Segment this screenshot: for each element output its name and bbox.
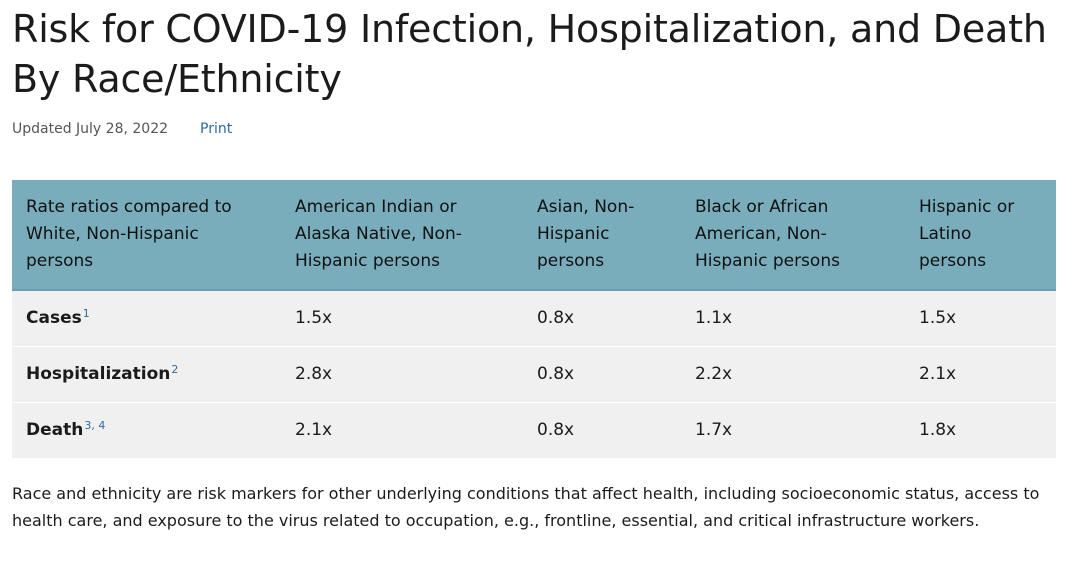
header-rate-ratios: Rate ratios compared to White, Non-Hispa… <box>12 180 281 290</box>
footnote-ref-link[interactable]: 1 <box>82 307 90 321</box>
row-label-text: Death <box>26 420 84 440</box>
table-cell: 0.8x <box>537 308 575 329</box>
header-asian: Asian, Non-Hispanic persons <box>523 180 681 290</box>
table-cell: 2.2x <box>695 364 733 384</box>
table-cell: 0.8x <box>537 420 575 440</box>
header-black: Black or African American, Non-Hispanic … <box>681 180 905 290</box>
page-title: Risk for COVID-19 Infection, Hospitaliza… <box>12 7 1047 101</box>
table-cell: 2.1x <box>919 364 957 384</box>
table-cell: 1.8x <box>919 420 957 440</box>
table-cell: 1.1x <box>695 308 733 329</box>
footnote-ref-link[interactable]: 3, 4 <box>84 419 106 432</box>
table-row: Hospitalization2 2.8x 0.8x 2.2x 2.1x <box>12 346 1056 402</box>
updated-date: Updated July 28, 2022 <box>12 121 169 137</box>
table-header-row: Rate ratios compared to White, Non-Hispa… <box>12 180 1056 290</box>
footnote-ref-link[interactable]: 2 <box>171 363 179 376</box>
print-link[interactable]: Print <box>200 121 233 137</box>
risk-table: Rate ratios compared to White, Non-Hispa… <box>12 180 1056 459</box>
row-label-cases: Cases1 <box>12 290 281 346</box>
row-label-death: Death3, 4 <box>12 402 281 458</box>
table-cell: 1.5x <box>295 308 333 329</box>
table-cell: 1.7x <box>695 420 733 440</box>
row-label-hospitalization: Hospitalization2 <box>12 346 281 402</box>
table-cell: 2.1x <box>295 420 333 440</box>
table-row: Cases1 1.5x 0.8x 1.1x 1.5x <box>12 290 1056 346</box>
meta-row: Updated July 28, 2022 Print <box>12 114 1058 144</box>
table-row: Death3, 4 2.1x 0.8x 1.7x 1.8x <box>12 402 1056 458</box>
explanatory-note: Race and ethnicity are risk markers for … <box>12 484 1040 530</box>
header-american-indian: American Indian or Alaska Native, Non-Hi… <box>281 180 523 290</box>
table-cell: 0.8x <box>537 364 575 384</box>
page-content: Risk for COVID-19 Infection, Hospitaliza… <box>12 0 1058 530</box>
row-label-text: Cases <box>26 308 82 329</box>
table-cell: 1.5x <box>919 308 957 329</box>
row-label-text: Hospitalization <box>26 364 171 384</box>
header-hispanic: Hispanic or Latino persons <box>905 180 1056 290</box>
table-cell: 2.8x <box>295 364 333 384</box>
